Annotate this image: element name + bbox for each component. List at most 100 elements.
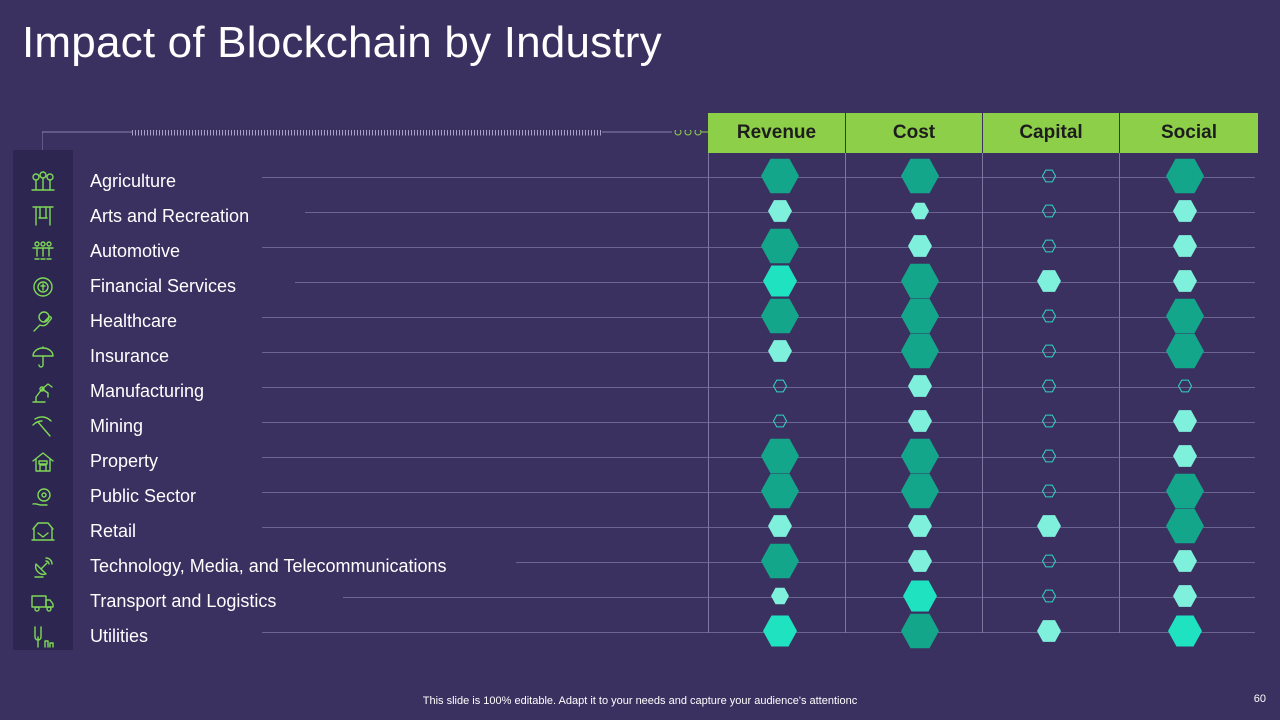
row-separator [343,597,1255,598]
impact-marker-cost [908,410,932,432]
row-separator [262,492,1255,493]
industry-label: Transport and Logistics [90,591,277,611]
impact-marker-capital [1041,379,1057,393]
column-header-social: Social [1120,113,1258,153]
industry-label: Financial Services [90,276,237,296]
robot-arm-icon [13,374,73,409]
tools-icon [13,619,73,654]
impact-marker-revenue [761,473,799,509]
impact-marker-social [1177,379,1193,393]
row-separator [262,317,1255,318]
column-header-capital: Capital [983,113,1119,153]
row-separator [262,632,1255,633]
impact-marker-cost [908,515,932,537]
row-separator [262,387,1255,388]
impact-marker-revenue [763,615,797,647]
impact-marker-cost [901,263,939,299]
row-separator [262,527,1255,528]
impact-marker-revenue [761,438,799,474]
impact-marker-cost [908,235,932,257]
impact-marker-social [1173,550,1197,572]
impact-marker-capital [1041,344,1057,358]
industry-label: Mining [90,416,144,436]
impact-marker-social [1166,333,1204,369]
row-separator [262,422,1255,423]
industry-label: Arts and Recreation [90,206,250,226]
footer-note: This slide is 100% editable. Adapt it to… [422,695,858,707]
row-separator [262,247,1255,248]
impact-marker-capital [1037,515,1061,537]
row-separator [262,352,1255,353]
row-separator [262,177,1255,178]
industry-label: Healthcare [90,311,178,331]
header-connector-line [42,130,708,152]
impact-marker-capital [1041,309,1057,323]
industry-label: Public Sector [90,486,197,506]
coin-gear-icon [13,269,73,304]
industry-label: Technology, Media, and Telecommunication… [90,556,447,576]
industry-icon-strip [13,150,73,650]
column-header-cost: Cost [846,113,982,153]
column-divider [845,153,846,633]
column-header-revenue: Revenue [708,113,845,153]
industry-label: Agriculture [90,171,177,191]
impact-marker-cost [901,613,939,649]
impact-marker-social [1173,585,1197,607]
page-number: 60 [1253,693,1266,705]
row-separator [516,562,1255,563]
impact-marker-social [1173,445,1197,467]
gear-hand-icon [13,479,73,514]
impact-marker-cost [903,580,937,612]
impact-marker-social [1173,200,1197,222]
impact-marker-capital [1041,414,1057,428]
impact-marker-capital [1037,620,1061,642]
impact-marker-revenue [768,340,792,362]
impact-marker-revenue [772,414,788,428]
impact-marker-cost [901,438,939,474]
industry-label: Insurance [90,346,170,366]
impact-marker-cost [901,298,939,334]
impact-marker-revenue [768,515,792,537]
impact-marker-social [1166,298,1204,334]
impact-marker-capital [1041,169,1057,183]
pickaxe-icon [13,409,73,444]
impact-marker-capital [1041,589,1057,603]
swing-icon [13,199,73,234]
impact-marker-revenue [761,228,799,264]
impact-marker-social [1173,235,1197,257]
storefront-icon [13,514,73,549]
page-title: Impact of Blockchain by Industry [22,18,662,67]
impact-marker-capital [1041,449,1057,463]
impact-marker-capital [1041,554,1057,568]
impact-marker-revenue [761,298,799,334]
column-divider [982,153,983,633]
column-divider [1119,153,1120,633]
impact-marker-social [1168,615,1202,647]
industry-label: Property [90,451,159,471]
impact-marker-cost [901,158,939,194]
impact-marker-capital [1037,270,1061,292]
industry-label: Manufacturing [90,381,205,401]
impact-marker-cost [911,202,929,220]
impact-marker-revenue [763,265,797,297]
impact-marker-social [1166,473,1204,509]
industry-label: Automotive [90,241,181,261]
impact-matrix: Revenue Cost Capital Social [708,113,1258,649]
impact-marker-revenue [768,200,792,222]
impact-marker-cost [908,550,932,572]
farm-icon [13,164,73,199]
impact-markers [761,158,1204,649]
impact-marker-social [1166,508,1204,544]
impact-marker-revenue [771,587,789,605]
industry-label: Utilities [90,626,149,646]
impact-marker-cost [901,473,939,509]
impact-marker-capital [1041,204,1057,218]
hand-care-icon [13,304,73,339]
assembly-icon [13,234,73,269]
satellite-icon [13,549,73,584]
impact-marker-revenue [761,543,799,579]
column-divider [708,153,709,633]
industry-label: Retail [90,521,137,541]
impact-marker-social [1173,410,1197,432]
impact-marker-capital [1041,484,1057,498]
